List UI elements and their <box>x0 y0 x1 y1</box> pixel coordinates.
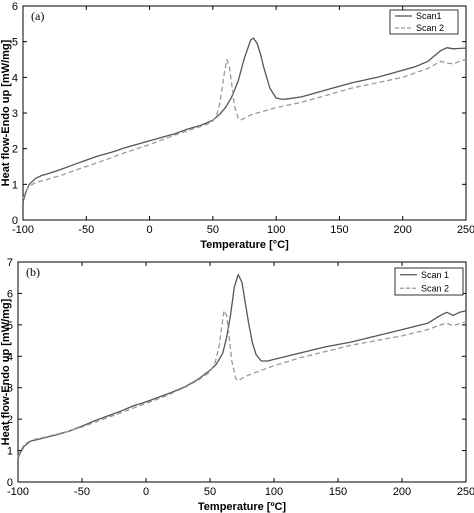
y-tick-label: 1 <box>12 179 18 191</box>
y-tick-label: 6 <box>12 1 18 13</box>
series-line-1 <box>22 37 467 203</box>
series-line-2 <box>22 58 467 199</box>
y-tick-label: 7 <box>7 257 13 269</box>
x-tick-label: 50 <box>204 486 216 498</box>
x-tick-label: 100 <box>267 224 285 236</box>
panel-label: (b) <box>26 265 40 279</box>
x-tick-label: 250 <box>457 486 474 498</box>
legend-entry-2: Scan 2 <box>421 283 449 293</box>
y-tick-label: 4 <box>12 72 18 84</box>
y-axis-label: Heat flow-Endo up [mW/mg] <box>0 39 12 186</box>
series-line-2 <box>17 310 467 458</box>
x-tick-label: -50 <box>74 486 90 498</box>
y-tick-label: 5 <box>12 37 18 49</box>
y-axis-label: Heat flow-Endo up [mW/mg] <box>0 298 12 445</box>
panel-label: (a) <box>31 9 44 23</box>
x-tick-label: 200 <box>394 224 412 236</box>
y-tick-label: 0 <box>7 477 13 489</box>
y-tick-label: 2 <box>7 414 13 426</box>
x-tick-label: 150 <box>329 486 347 498</box>
y-tick-label: 2 <box>12 144 18 156</box>
x-tick-label: 0 <box>147 224 153 236</box>
x-axis-label: Temperature [°C] <box>200 239 289 251</box>
legend-entry-1: Scan 1 <box>421 270 449 280</box>
x-tick-label: 250 <box>457 224 474 236</box>
legend-box <box>394 267 464 296</box>
plot-frame <box>22 5 467 221</box>
y-tick-label: 0 <box>12 215 18 227</box>
legend-box <box>389 9 459 35</box>
x-tick-label: 100 <box>265 486 283 498</box>
legend: Scan1 Scan 2 <box>389 9 459 35</box>
x-tick-label: 0 <box>143 486 149 498</box>
x-tick-label: 200 <box>393 486 411 498</box>
y-tick-label: 5 <box>7 320 13 332</box>
x-tick-label: 50 <box>207 224 219 236</box>
y-tick-label: 4 <box>7 351 13 363</box>
x-tick-label: -50 <box>78 224 94 236</box>
series-line-1 <box>17 273 467 459</box>
legend-entry-2: Scan 2 <box>416 23 444 33</box>
x-axis-label: Temperature [ºC] <box>198 501 286 513</box>
chart-panel-b: -100 -50 0 50 100 150 200 250 0 1 2 3 4 5 6 7 Temperatur… <box>0 257 474 513</box>
x-tick-label: -100 <box>12 224 34 236</box>
x-tick-label: -100 <box>7 486 29 498</box>
y-tick-label: 3 <box>12 108 18 120</box>
y-tick-label: 1 <box>7 446 13 458</box>
y-tick-label: 3 <box>7 383 13 395</box>
legend: Scan 1 Scan 2 <box>394 267 464 296</box>
legend-entry-1: Scan1 <box>416 11 442 21</box>
y-tick-label: 6 <box>7 288 13 300</box>
chart-panel-a: -100 -50 0 50 100 150 200 250 0 1 2 3 4 5 6 Temperature… <box>0 1 474 251</box>
x-tick-label: 150 <box>330 224 348 236</box>
plot-frame <box>17 261 467 483</box>
